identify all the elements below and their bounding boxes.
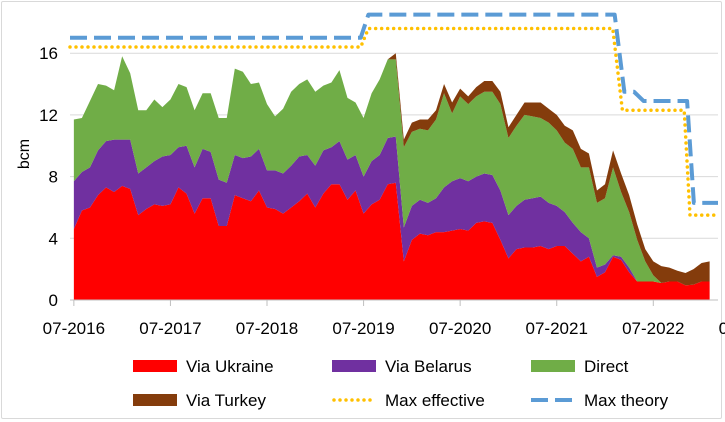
x-tick-label-07-2021: 07-2021 — [526, 319, 588, 338]
legend-swatch-direct — [531, 360, 575, 372]
line-max-effective — [68, 26, 720, 217]
y-tick-label-8: 8 — [49, 168, 58, 187]
y-tick-label-0: 0 — [49, 291, 58, 310]
y-tick-label-16: 16 — [39, 44, 58, 63]
area-via-ukraine — [73, 182, 710, 300]
x-tick-label-07-2017: 07-2017 — [139, 319, 201, 338]
y-tick-label-12: 12 — [39, 106, 58, 125]
legend-swatch-via-ukraine — [133, 360, 177, 372]
area-via-belarus — [73, 136, 710, 286]
x-tick-label-07-2016: 07-2016 — [43, 319, 105, 338]
legend: Via Ukraine Via Belarus Direct Via Turkey Ma… — [133, 357, 669, 410]
legend-label-direct: Direct — [584, 357, 629, 376]
x-tick-label-07-2018: 07-2018 — [236, 319, 298, 338]
line-max-theory — [70, 12, 718, 205]
y-tick-label-4: 4 — [49, 229, 58, 248]
legend-label-via-ukraine: Via Ukraine — [186, 357, 274, 376]
area-via-turkey — [73, 53, 710, 286]
x-tick-label-07-2019: 07-2019 — [332, 319, 394, 338]
area-direct — [73, 56, 710, 286]
legend-label-max-theory: Max theory — [584, 391, 669, 410]
x-tick-label-07-2022: 07-2022 — [622, 319, 684, 338]
legend-label-max-effective: Max effective — [385, 391, 485, 410]
legend-label-via-belarus: Via Belarus — [385, 357, 472, 376]
legend-swatch-via-turkey — [133, 394, 177, 406]
legend-label-via-turkey: Via Turkey — [186, 391, 267, 410]
x-tick-label-07-2020: 07-2020 — [429, 319, 491, 338]
area-series-group — [73, 53, 710, 300]
legend-swatch-via-belarus — [332, 360, 376, 372]
x-tick-label-07-2023: 07-2023 — [719, 319, 725, 338]
y-axis-label: bcm — [16, 139, 33, 169]
